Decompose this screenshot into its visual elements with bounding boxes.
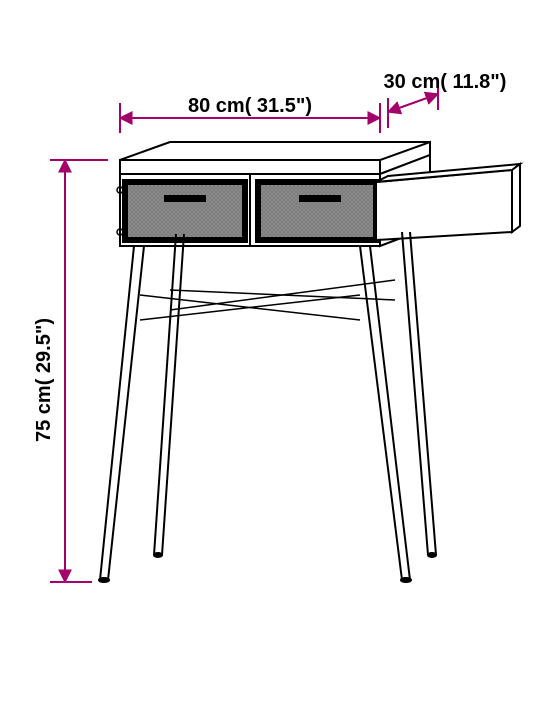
drawer-left-handle xyxy=(165,196,205,201)
dimension-depth-label: 30 cm( 11.8") xyxy=(384,71,507,93)
product-dimension-diagram: 80 cm( 31.5") 30 cm( 11.8") 75 cm( 29.5"… xyxy=(0,0,540,720)
dimension-height-label: 75 cm( 29.5") xyxy=(33,318,55,442)
tabletop xyxy=(120,142,430,174)
dimension-width-label: 80 cm( 31.5") xyxy=(188,95,312,117)
dimension-height xyxy=(50,160,108,582)
drawer-right-handle xyxy=(300,196,340,201)
legs xyxy=(99,232,436,582)
drawer-left xyxy=(125,182,245,240)
